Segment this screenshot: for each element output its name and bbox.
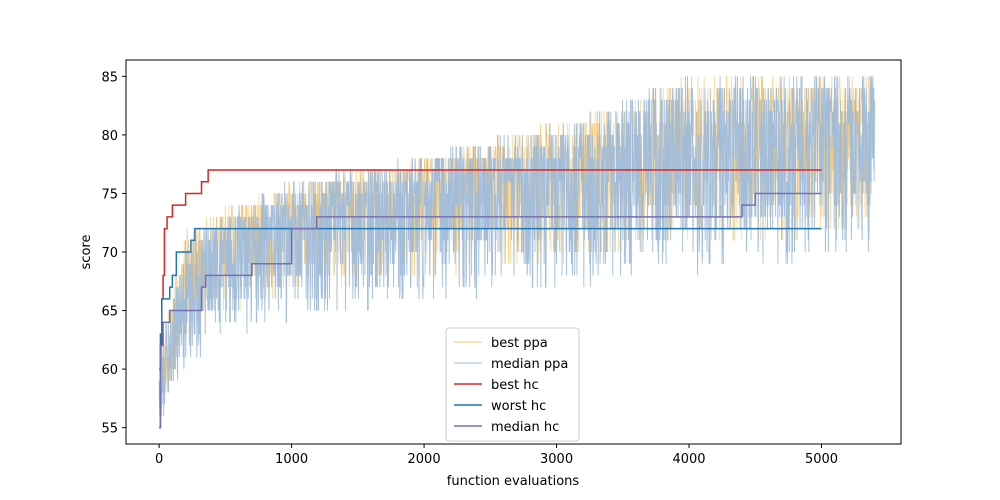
legend-label: median ppa: [491, 357, 568, 372]
legend-label: worst hc: [491, 399, 546, 414]
series-line-median-hc: [159, 192, 822, 429]
x-tick-label: 2000: [408, 452, 441, 467]
y-tick-label: 80: [101, 129, 118, 144]
y-tick-label: 85: [101, 70, 118, 85]
series-line-median-ppa: [158, 75, 875, 416]
legend-box: [445, 327, 580, 442]
x-axis-label: function evaluations: [447, 474, 580, 489]
legend-label: best hc: [491, 378, 539, 393]
x-tick-label: 5000: [805, 452, 838, 467]
y-tick-label: 55: [101, 422, 118, 437]
x-tick-label: 1000: [275, 452, 308, 467]
x-tick-label: 3000: [540, 452, 573, 467]
y-axis: 55 60 65 70 75 80 85: [101, 70, 126, 437]
y-axis-label: score: [79, 235, 94, 270]
legend-label: best ppa: [491, 336, 548, 351]
y-tick-label: 65: [101, 305, 118, 320]
legend-label: median hc: [491, 420, 559, 435]
series-layer: [158, 75, 875, 429]
x-tick-label: 4000: [672, 452, 705, 467]
y-tick-label: 70: [101, 246, 118, 261]
series-line-best-hc: [159, 169, 822, 370]
x-tick-label: 0: [155, 452, 163, 467]
legend: best ppa median ppa best hc worst hc median …: [445, 327, 580, 442]
y-tick-label: 60: [101, 363, 118, 378]
y-tick-label: 75: [101, 187, 118, 202]
x-axis: 0 1000 2000 3000 4000 5000: [155, 444, 838, 467]
series-line-worst-hc: [159, 227, 822, 429]
